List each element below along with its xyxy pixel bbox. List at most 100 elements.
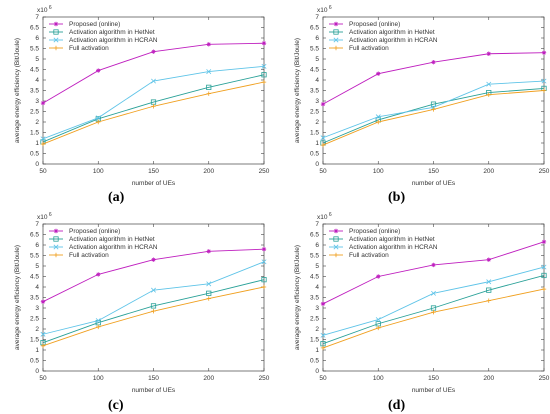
legend-marker (53, 236, 59, 242)
x-tick-label: 250 (259, 375, 270, 382)
y-tick-label: 6 (35, 35, 39, 42)
y-tick-label: 0.5 (30, 151, 39, 158)
y-axis-label: average energy efficiency (Bit/Joule) (14, 38, 21, 143)
panel-caption: (a) (108, 190, 125, 205)
series-line (42, 279, 265, 344)
legend: Proposed (online)Activation algorithm in… (49, 21, 158, 52)
y-tick-label: 3 (35, 98, 39, 105)
data-point (261, 41, 267, 46)
legend-entry: Full activation (69, 45, 109, 52)
series-3 (40, 63, 267, 142)
exponent-label: x10 6 (317, 5, 332, 14)
data-point (541, 78, 547, 84)
legend-entry: Activation algorithm in HCRAN (69, 37, 158, 44)
data-point (206, 42, 211, 47)
series-1 (40, 247, 267, 304)
y-tick-label: 0.5 (310, 151, 319, 158)
y-tick-label: 2.5 (310, 109, 319, 116)
legend-marker (333, 37, 339, 43)
y-tick-label: 3 (315, 98, 319, 105)
x-tick-label: 100 (93, 168, 104, 175)
panel-caption: (c) (108, 398, 124, 413)
legend-entry: Full activation (349, 252, 389, 259)
y-tick-label: 5.5 (30, 253, 39, 260)
legend: Proposed (online)Activation algorithm in… (49, 228, 158, 259)
data-point (486, 279, 492, 285)
series-line (322, 266, 545, 336)
panel-caption: (d) (388, 398, 406, 413)
y-tick-label: 1.5 (310, 130, 319, 137)
data-point (40, 136, 46, 142)
y-tick-label: 2 (315, 326, 319, 333)
x-tick-label: 250 (539, 375, 550, 382)
series-2 (320, 85, 547, 146)
y-tick-label: 0 (315, 368, 319, 375)
legend-marker (333, 228, 339, 234)
data-point (96, 324, 101, 330)
exponent-power: 6 (47, 212, 51, 218)
panel-caption: (b) (388, 190, 406, 205)
data-point (261, 247, 267, 252)
data-point (431, 59, 436, 65)
chart-panel-1: 0 0.5 1 1.5 2 2.5 3 3.5 4 4.5 5 5.5 6 6.5 7 50 100 150 200… (14, 5, 270, 187)
data-point (151, 104, 156, 109)
data-point (261, 259, 267, 265)
y-tick-label: 4.5 (30, 274, 39, 281)
data-point (541, 88, 547, 93)
series-line (42, 286, 265, 347)
y-tick-label: 3.5 (30, 88, 39, 95)
x-tick-label: 50 (39, 168, 47, 175)
x-axis-label: number of UEs (132, 180, 176, 187)
y-tick-label: 4 (315, 284, 319, 291)
series-4 (40, 284, 267, 348)
legend-marker (53, 228, 59, 234)
y-tick-label: 7 (315, 221, 319, 228)
series-line (322, 90, 545, 146)
data-point (430, 101, 437, 107)
x-tick-label: 200 (483, 168, 494, 175)
data-point (486, 92, 491, 97)
legend-entry: Activation algorithm in HetNet (69, 29, 155, 36)
y-tick-label: 0 (315, 161, 319, 168)
y-tick-label: 0 (35, 368, 39, 375)
legend-entry: Proposed (online) (69, 21, 120, 28)
chart-panel-3: 0 0.5 1 1.5 2 2.5 3 3.5 4 4.5 5 5.5 6 6.5 7 50 100 150 200… (14, 212, 270, 394)
legend-entry: Full activation (69, 252, 109, 259)
y-tick-label: 2 (315, 119, 319, 126)
data-point (541, 286, 547, 292)
data-point (261, 277, 267, 283)
x-tick-label: 150 (148, 375, 159, 382)
data-point (151, 287, 156, 293)
y-tick-label: 7 (35, 14, 39, 21)
y-tick-label: 6 (315, 35, 319, 42)
data-point (486, 257, 491, 262)
x-tick-label: 150 (428, 375, 439, 382)
legend-marker (53, 37, 59, 43)
x-tick-label: 100 (373, 375, 384, 382)
legend-marker (333, 244, 339, 250)
data-point (40, 343, 46, 348)
y-tick-label: 1 (315, 140, 319, 147)
data-point (95, 115, 101, 121)
data-point (151, 78, 156, 84)
y-tick-label: 2 (35, 119, 39, 126)
exponent-label: x10 6 (37, 212, 52, 221)
data-point (541, 239, 547, 245)
y-tick-label: 3.5 (310, 295, 319, 302)
y-tick-label: 5.5 (310, 253, 319, 260)
y-tick-label: 2 (35, 326, 39, 333)
x-tick-label: 250 (259, 168, 270, 175)
series-line (42, 74, 265, 143)
series-1 (320, 239, 547, 306)
data-point (40, 141, 46, 147)
y-tick-label: 5 (35, 56, 39, 63)
data-point (320, 142, 326, 148)
y-tick-label: 5 (315, 263, 319, 270)
data-point (320, 135, 326, 141)
data-point (320, 345, 326, 351)
y-tick-label: 6.5 (30, 25, 39, 32)
x-axis-label: number of UEs (132, 387, 176, 394)
data-point (431, 310, 436, 315)
x-tick-label: 200 (483, 375, 494, 382)
x-tick-label: 150 (148, 168, 159, 175)
